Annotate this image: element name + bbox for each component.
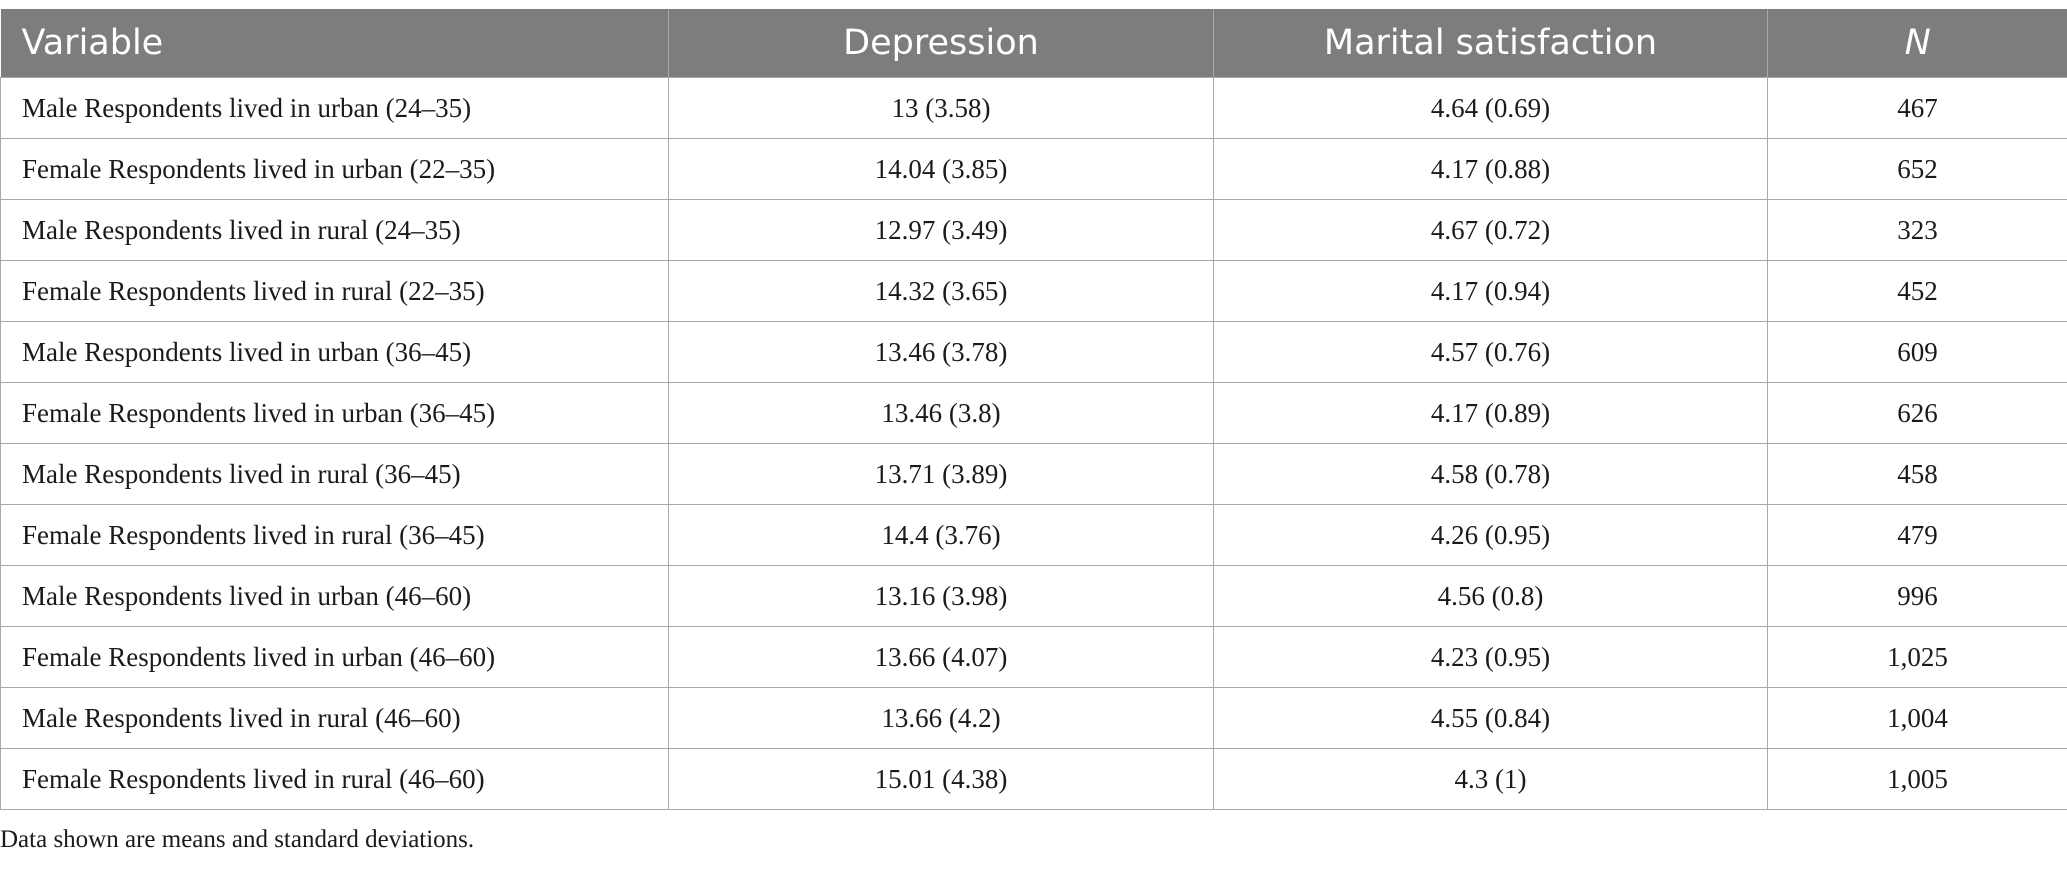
cell-depression: 13.66 (4.07)	[668, 626, 1214, 688]
cell-variable: Male Respondents lived in rural (24–35)	[0, 199, 669, 261]
cell-n: 652	[1767, 138, 2067, 200]
cell-marital-satisfaction: 4.3 (1)	[1213, 748, 1768, 810]
cell-depression: 12.97 (3.49)	[668, 199, 1214, 261]
cell-marital-satisfaction: 4.26 (0.95)	[1213, 504, 1768, 566]
table-row: Male Respondents lived in rural (36–45) 1…	[0, 443, 2067, 505]
table-row: Female Respondents lived in rural (46–60…	[0, 748, 2067, 810]
cell-depression: 13 (3.58)	[668, 77, 1214, 139]
cell-n: 452	[1767, 260, 2067, 322]
cell-depression: 14.32 (3.65)	[668, 260, 1214, 322]
cell-marital-satisfaction: 4.17 (0.88)	[1213, 138, 1768, 200]
table-row: Female Respondents lived in urban (46–60…	[0, 626, 2067, 688]
table-row: Male Respondents lived in rural (46–60) 1…	[0, 687, 2067, 749]
cell-depression: 13.16 (3.98)	[668, 565, 1214, 627]
cell-marital-satisfaction: 4.55 (0.84)	[1213, 687, 1768, 749]
table-row: Female Respondents lived in rural (22–35…	[0, 260, 2067, 322]
cell-n: 323	[1767, 199, 2067, 261]
cell-marital-satisfaction: 4.64 (0.69)	[1213, 77, 1768, 139]
cell-n: 458	[1767, 443, 2067, 505]
header-n-label: N	[1904, 23, 1931, 63]
cell-depression: 13.66 (4.2)	[668, 687, 1214, 749]
header-n: N	[1767, 9, 2067, 78]
table-row: Female Respondents lived in urban (36–45…	[0, 382, 2067, 444]
cell-marital-satisfaction: 4.57 (0.76)	[1213, 321, 1768, 383]
cell-variable: Male Respondents lived in urban (24–35)	[0, 77, 669, 139]
data-table: Variable Depression Marital satisfaction…	[0, 9, 2067, 810]
cell-depression: 15.01 (4.38)	[668, 748, 1214, 810]
cell-marital-satisfaction: 4.23 (0.95)	[1213, 626, 1768, 688]
cell-variable: Female Respondents lived in rural (22–35…	[0, 260, 669, 322]
cell-n: 467	[1767, 77, 2067, 139]
table-body: Male Respondents lived in urban (24–35) 1…	[0, 77, 2067, 810]
cell-marital-satisfaction: 4.67 (0.72)	[1213, 199, 1768, 261]
cell-depression: 13.71 (3.89)	[668, 443, 1214, 505]
cell-variable: Male Respondents lived in rural (36–45)	[0, 443, 669, 505]
table-row: Female Respondents lived in urban (22–35…	[0, 138, 2067, 200]
header-depression: Depression	[668, 9, 1214, 78]
cell-marital-satisfaction: 4.58 (0.78)	[1213, 443, 1768, 505]
cell-marital-satisfaction: 4.17 (0.94)	[1213, 260, 1768, 322]
cell-variable: Male Respondents lived in urban (46–60)	[0, 565, 669, 627]
cell-depression: 13.46 (3.78)	[668, 321, 1214, 383]
table-row: Male Respondents lived in urban (46–60) 1…	[0, 565, 2067, 627]
cell-marital-satisfaction: 4.56 (0.8)	[1213, 565, 1768, 627]
cell-variable: Male Respondents lived in rural (46–60)	[0, 687, 669, 749]
cell-n: 1,004	[1767, 687, 2067, 749]
header-variable: Variable	[0, 9, 669, 78]
cell-variable: Female Respondents lived in urban (46–60…	[0, 626, 669, 688]
cell-depression: 14.04 (3.85)	[668, 138, 1214, 200]
table-header: Variable Depression Marital satisfaction…	[0, 9, 2067, 78]
cell-depression: 13.46 (3.8)	[668, 382, 1214, 444]
table-row: Male Respondents lived in urban (24–35) 1…	[0, 77, 2067, 139]
cell-variable: Female Respondents lived in rural (36–45…	[0, 504, 669, 566]
cell-n: 609	[1767, 321, 2067, 383]
header-row: Variable Depression Marital satisfaction…	[0, 9, 2067, 78]
table-row: Female Respondents lived in rural (36–45…	[0, 504, 2067, 566]
table-footnote: Data shown are means and standard deviat…	[0, 826, 475, 853]
cell-n: 479	[1767, 504, 2067, 566]
cell-depression: 14.4 (3.76)	[668, 504, 1214, 566]
cell-marital-satisfaction: 4.17 (0.89)	[1213, 382, 1768, 444]
header-marital-satisfaction: Marital satisfaction	[1213, 9, 1768, 78]
cell-variable: Female Respondents lived in urban (36–45…	[0, 382, 669, 444]
data-table-container: Variable Depression Marital satisfaction…	[0, 9, 2067, 810]
cell-variable: Female Respondents lived in urban (22–35…	[0, 138, 669, 200]
table-row: Male Respondents lived in rural (24–35) 1…	[0, 199, 2067, 261]
table-row: Male Respondents lived in urban (36–45) 1…	[0, 321, 2067, 383]
cell-variable: Male Respondents lived in urban (36–45)	[0, 321, 669, 383]
cell-variable: Female Respondents lived in rural (46–60…	[0, 748, 669, 810]
cell-n: 626	[1767, 382, 2067, 444]
cell-n: 996	[1767, 565, 2067, 627]
cell-n: 1,025	[1767, 626, 2067, 688]
cell-n: 1,005	[1767, 748, 2067, 810]
